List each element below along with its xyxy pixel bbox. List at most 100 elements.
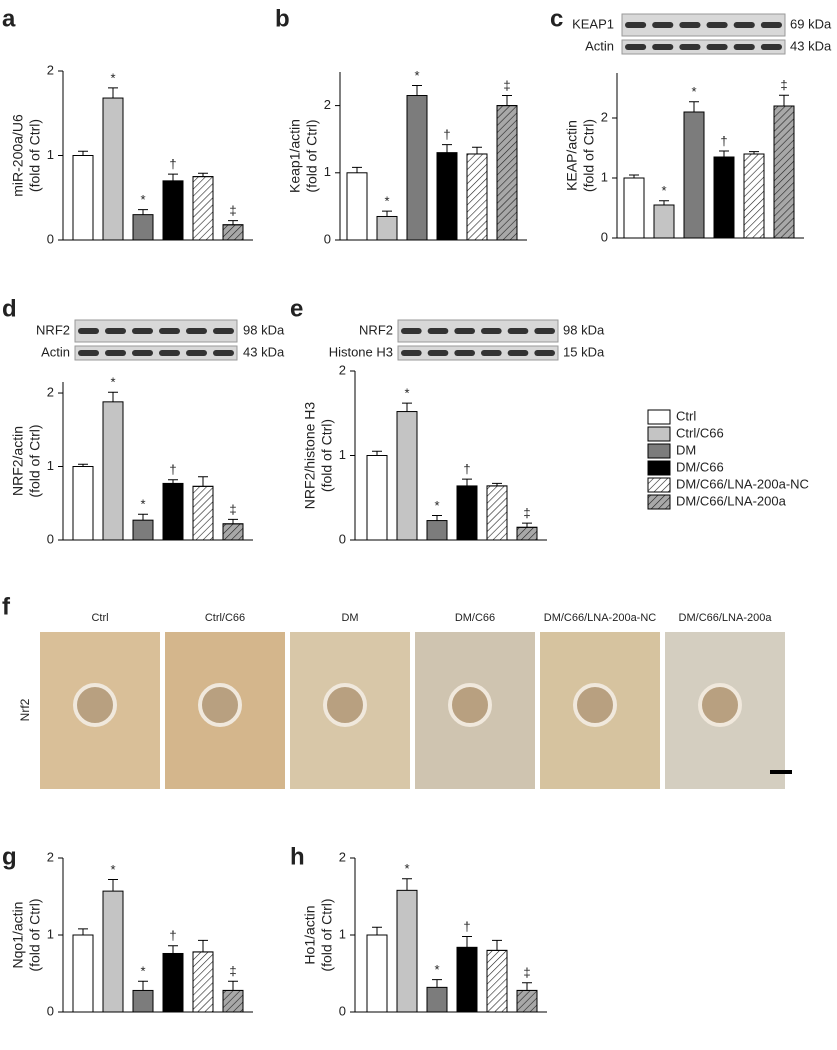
blot-band — [132, 328, 153, 334]
error-bar — [462, 478, 472, 486]
error-bar — [138, 209, 148, 215]
legend-swatch — [647, 426, 671, 442]
significance-marker: ‡ — [780, 78, 787, 93]
error-bar — [198, 476, 208, 487]
blot-band — [105, 350, 126, 356]
blot-band — [534, 328, 555, 334]
blot-band — [760, 22, 782, 28]
blot-band — [401, 350, 422, 356]
y-tick-label: 2 — [47, 62, 54, 77]
bar — [366, 455, 388, 541]
bar — [162, 952, 184, 1013]
bar — [132, 519, 154, 541]
y-tick-label: 1 — [47, 926, 54, 941]
error-bar — [719, 150, 729, 157]
y-axis-label: (fold of Ctrl) — [581, 119, 597, 192]
legend-label: Ctrl — [676, 408, 696, 423]
error-bar — [138, 980, 148, 991]
significance-marker: ‡ — [523, 506, 530, 521]
significance-marker: * — [140, 497, 145, 512]
bar — [496, 105, 518, 241]
blot-band — [427, 350, 449, 356]
bar — [516, 989, 538, 1013]
blot-strip — [397, 345, 559, 361]
bar — [426, 986, 448, 1013]
panel-label: e — [290, 295, 303, 322]
column-label: DM — [341, 612, 358, 624]
blot-band — [105, 328, 126, 334]
significance-marker: † — [463, 919, 470, 934]
y-tick-label: 2 — [601, 109, 608, 124]
panel-label: h — [290, 843, 305, 870]
error-bar — [352, 166, 362, 173]
y-axis-label: KEAP/actin — [564, 120, 580, 191]
blot-strip — [74, 319, 238, 343]
y-tick-label: 0 — [601, 229, 608, 244]
error-bar — [689, 101, 699, 112]
glomerulus — [198, 683, 242, 727]
y-axis-label: (fold of Ctrl) — [319, 898, 335, 971]
panel-label: c — [550, 5, 563, 32]
y-tick-label: 0 — [47, 531, 54, 546]
bar — [713, 156, 735, 239]
error-bar — [108, 391, 118, 402]
significance-marker: * — [384, 194, 389, 209]
legend-label: DM/C66/LNA-200a — [676, 493, 787, 508]
error-bar — [108, 879, 118, 892]
bar — [192, 176, 214, 241]
blot-size: 98 kDa — [243, 322, 285, 337]
blot-band — [652, 22, 674, 28]
y-axis-label: Keap1/actin — [287, 119, 303, 193]
blot-band — [186, 328, 207, 334]
error-bar — [502, 95, 512, 106]
bar — [623, 177, 645, 239]
significance-marker: ‡ — [503, 78, 510, 93]
blot-band — [706, 44, 728, 50]
significance-marker: † — [169, 462, 176, 477]
bar — [426, 520, 448, 541]
error-bar — [168, 173, 178, 181]
glomerulus — [448, 683, 492, 727]
significance-marker: † — [169, 157, 176, 172]
blot-band — [679, 44, 701, 50]
bar — [436, 152, 458, 241]
significance-marker: * — [404, 386, 409, 401]
error-bar — [168, 479, 178, 484]
bar — [683, 111, 705, 239]
significance-marker: † — [463, 462, 470, 477]
bar — [486, 485, 508, 541]
y-tick-label: 0 — [47, 231, 54, 246]
blot-band — [401, 328, 422, 334]
error-bar — [372, 450, 382, 456]
bar — [162, 482, 184, 541]
error-bar — [432, 979, 442, 988]
error-bar — [198, 939, 208, 952]
bar — [162, 180, 184, 241]
significance-marker: ‡ — [523, 965, 530, 980]
bar — [396, 411, 418, 541]
y-axis-label: (fold of Ctrl) — [304, 119, 320, 192]
error-bar — [472, 146, 482, 154]
error-bar — [402, 878, 412, 891]
glomerulus — [73, 683, 117, 727]
bar — [72, 466, 94, 541]
error-bar — [629, 174, 639, 178]
y-tick-label: 1 — [47, 147, 54, 162]
significance-marker: † — [720, 133, 727, 148]
error-bar — [78, 463, 88, 467]
blot-band — [454, 350, 475, 356]
blot-size: 98 kDa — [563, 322, 605, 337]
blot-size: 15 kDa — [563, 344, 605, 359]
bar — [743, 153, 765, 239]
blot-band — [481, 328, 502, 334]
error-bar — [749, 151, 759, 154]
column-label: DM/C66/LNA-200a-NC — [544, 612, 657, 624]
blot-size: 43 kDa — [790, 38, 832, 53]
blot-strip — [74, 345, 238, 361]
column-label: DM/C66/LNA-200a — [679, 612, 773, 624]
error-bar — [78, 150, 88, 156]
y-axis-label: NRF2/histone H3 — [302, 402, 318, 510]
blot-band — [507, 350, 529, 356]
